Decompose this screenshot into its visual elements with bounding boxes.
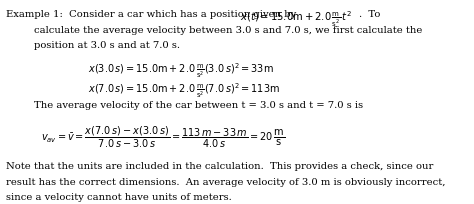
Text: The average velocity of the car between t = 3.0 s and t = 7.0 s is: The average velocity of the car between … [34, 100, 363, 109]
Text: since a velocity cannot have units of meters.: since a velocity cannot have units of me… [6, 192, 232, 201]
Text: Example 1:  Consider a car which has a position given by: Example 1: Consider a car which has a po… [6, 10, 302, 19]
Text: position at 3.0 s and at 7.0 s.: position at 3.0 s and at 7.0 s. [34, 41, 180, 50]
Text: $x(3.0\,s)=15.0\mathrm{m}+2.0\,\frac{\mathrm{m}}{\mathrm{s}^2}(3.0\,s)^2=33\math: $x(3.0\,s)=15.0\mathrm{m}+2.0\,\frac{\ma… [88, 61, 274, 80]
Text: $x(t)=15.0\mathrm{m}+2.0\,\frac{\mathrm{m}}{\mathrm{s}^2}\,t^2$: $x(t)=15.0\mathrm{m}+2.0\,\frac{\mathrm{… [240, 10, 353, 29]
Text: result has the correct dimensions.  An average velocity of 3.0 m is obviously in: result has the correct dimensions. An av… [6, 177, 446, 186]
Text: .  To: . To [358, 10, 380, 19]
Text: calculate the average velocity between 3.0 s and 7.0 s, we first calculate the: calculate the average velocity between 3… [34, 26, 422, 34]
Text: Note that the units are included in the calculation.  This provides a check, sin: Note that the units are included in the … [6, 161, 434, 170]
Text: $v_{av}=\bar{v}=\dfrac{x(7.0\,s)-x(3.0\,s)}{7.0\,s-3.0\,s}=\dfrac{113\,m-33\,m}{: $v_{av}=\bar{v}=\dfrac{x(7.0\,s)-x(3.0\,… [41, 124, 285, 149]
Text: $x(7.0\,s)=15.0\mathrm{m}+2.0\,\frac{\mathrm{m}}{\mathrm{s}^2}(7.0\,s)^2=113\mat: $x(7.0\,s)=15.0\mathrm{m}+2.0\,\frac{\ma… [88, 81, 280, 100]
